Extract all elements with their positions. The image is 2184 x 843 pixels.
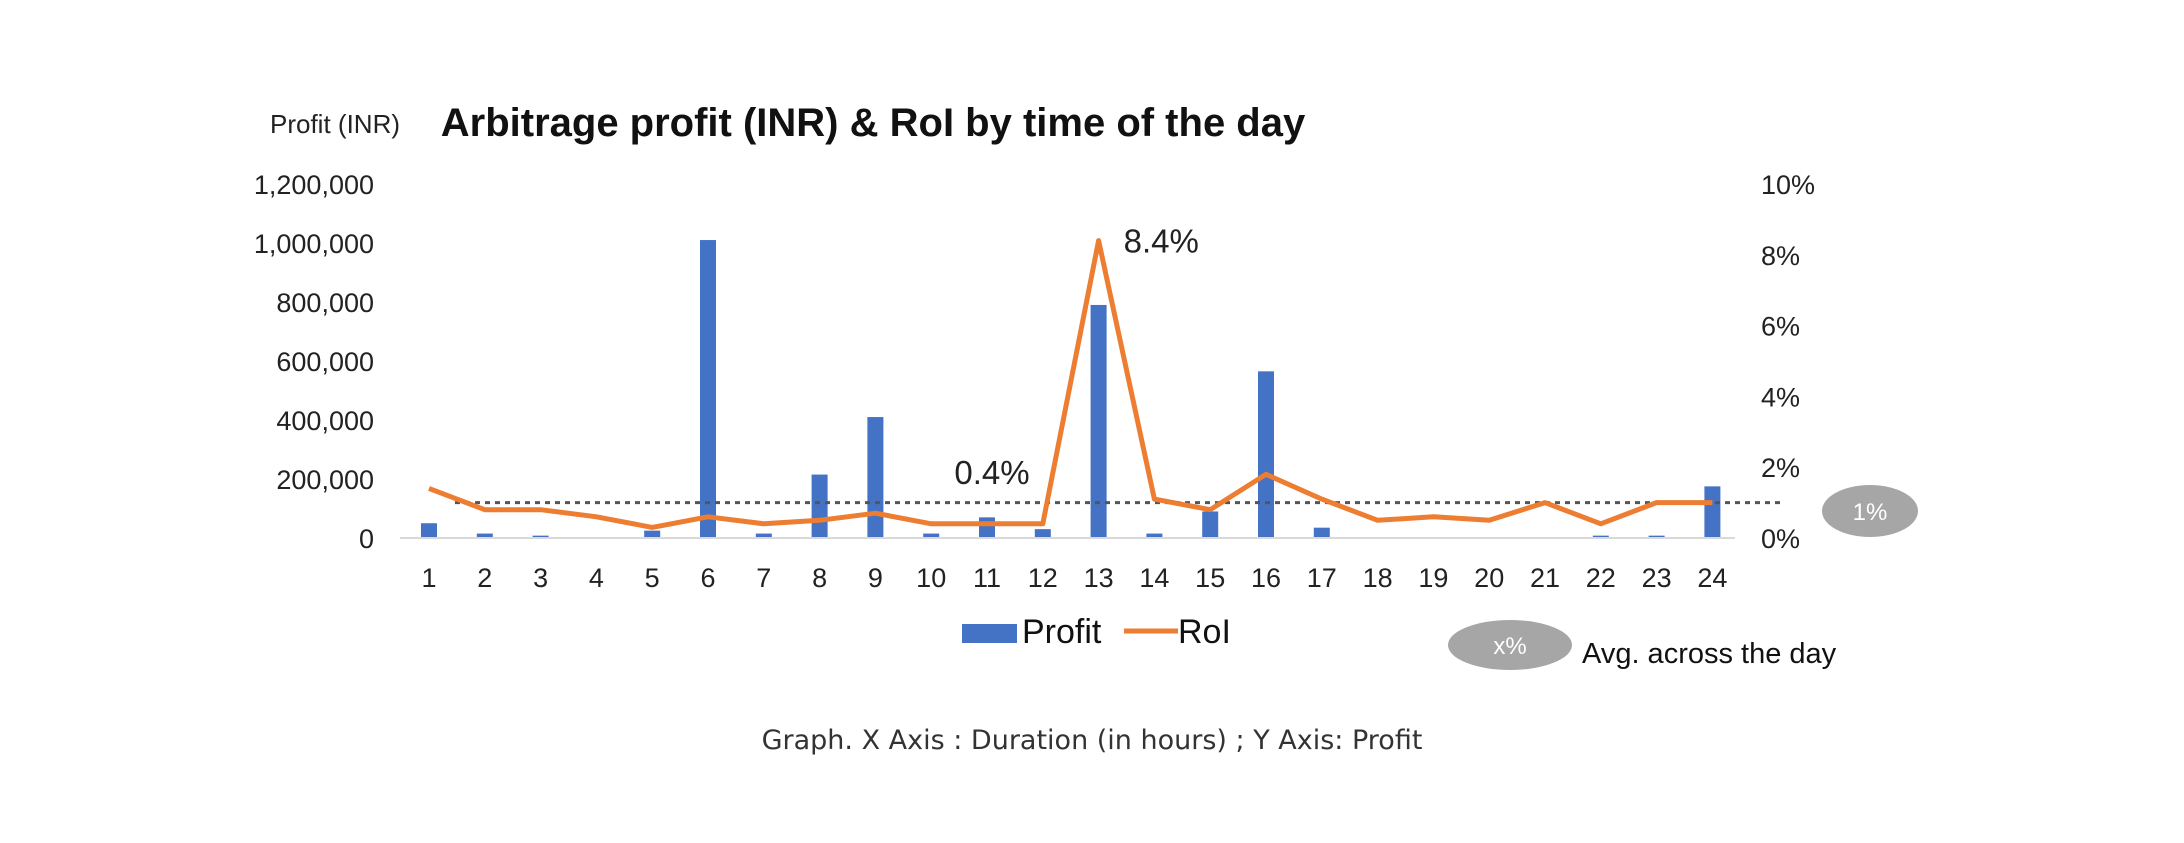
profit-bar <box>1313 527 1330 538</box>
y2-tick-label: 10% <box>1761 170 1815 200</box>
x-tick-label: 7 <box>756 563 771 593</box>
x-tick-label: 6 <box>700 563 715 593</box>
figure-caption: Graph. X Axis : Duration (in hours) ; Y … <box>762 725 1423 756</box>
profit-bar <box>755 533 772 538</box>
profit-bar <box>532 535 549 538</box>
y2-tick-label: 4% <box>1761 382 1800 412</box>
x-tick-label: 5 <box>645 563 660 593</box>
y-tick-label: 200,000 <box>276 465 374 495</box>
x-axis-ticks: 1 2 3 4 5 6 7 8 9 10 11 12 13 14 15 16 17 18 19 20 21 22 23 24 <box>421 563 1727 593</box>
profit-bar <box>811 474 828 538</box>
profit-bar <box>979 517 995 538</box>
x-tick-label: 22 <box>1586 563 1616 593</box>
profit-bar <box>700 240 716 539</box>
y2-tick-label: 0% <box>1761 524 1800 554</box>
y-tick-label: 1,000,000 <box>254 229 374 259</box>
profit-bar <box>1146 533 1163 538</box>
profit-bar <box>1258 371 1274 538</box>
x-tick-label: 2 <box>477 563 492 593</box>
annotations: 0.4% 8.4% <box>954 223 1198 491</box>
legend-label-roi: RoI <box>1178 613 1231 651</box>
x-tick-label: 18 <box>1363 563 1393 593</box>
x-tick-label: 17 <box>1307 563 1337 593</box>
x-tick-label: 13 <box>1084 563 1114 593</box>
profit-bar <box>1090 304 1107 538</box>
profit-bar <box>644 530 661 538</box>
data-label: 8.4% <box>1124 223 1199 260</box>
y-tick-label: 800,000 <box>276 288 374 318</box>
average-badge-label: 1% <box>1853 499 1888 526</box>
legend: Profit RoI <box>962 613 1231 651</box>
x-tick-label: 8 <box>812 563 827 593</box>
x-tick-label: 20 <box>1474 563 1504 593</box>
y2-tick-label: 8% <box>1761 241 1800 271</box>
y-tick-label: 600,000 <box>276 347 374 377</box>
data-label: 0.4% <box>954 454 1029 491</box>
x-tick-label: 16 <box>1251 563 1281 593</box>
average-legend-text: Avg. across the day <box>1582 638 1837 670</box>
average-legend-badge-label: x% <box>1493 633 1526 660</box>
x-tick-label: 4 <box>589 563 604 593</box>
y2-tick-label: 6% <box>1761 312 1800 342</box>
x-tick-label: 12 <box>1028 563 1058 593</box>
x-tick-label: 24 <box>1697 563 1727 593</box>
x-tick-label: 23 <box>1642 563 1672 593</box>
x-tick-label: 15 <box>1195 563 1225 593</box>
profit-bar <box>1648 535 1665 538</box>
x-tick-label: 9 <box>868 563 883 593</box>
profit-bar <box>1592 535 1609 538</box>
y2-tick-label: 2% <box>1761 453 1800 483</box>
profit-bar <box>923 533 940 538</box>
profit-bar <box>1202 511 1219 538</box>
x-tick-label: 3 <box>533 563 548 593</box>
legend-label-profit: Profit <box>1022 613 1102 651</box>
x-tick-label: 19 <box>1418 563 1448 593</box>
x-tick-label: 21 <box>1530 563 1560 593</box>
x-tick-label: 11 <box>973 563 1001 593</box>
average-legend-badge <box>1448 620 1572 670</box>
profit-bar <box>421 523 437 538</box>
y-tick-label: 1,200,000 <box>254 170 374 200</box>
right-axis-ticks: 0% 2% 4% 6% 8% 10% <box>1761 170 1815 554</box>
y-axis-label: Profit (INR) <box>270 109 400 139</box>
roi-line <box>428 238 1713 530</box>
y-tick-label: 400,000 <box>276 406 374 436</box>
y-tick-label: 0 <box>359 524 374 554</box>
profit-bar <box>1034 529 1051 538</box>
x-tick-label: 14 <box>1139 563 1169 593</box>
profit-bars <box>421 240 1721 539</box>
average-legend: x% Avg. across the day <box>1448 620 1837 670</box>
profit-bar <box>1704 486 1721 538</box>
profit-bar <box>476 533 493 538</box>
average-badge-shape <box>1822 485 1918 537</box>
legend-swatch-profit <box>962 624 1017 643</box>
profit-bar <box>867 417 884 538</box>
average-badge: 1% <box>1822 485 1918 537</box>
x-tick-label: 10 <box>916 563 946 593</box>
chart-title: Arbitrage profit (INR) & RoI by time of … <box>441 101 1306 145</box>
left-axis-ticks: 0 200,000 400,000 600,000 800,000 1,000,000 1,… <box>254 170 374 554</box>
x-tick-label: 1 <box>421 563 436 593</box>
